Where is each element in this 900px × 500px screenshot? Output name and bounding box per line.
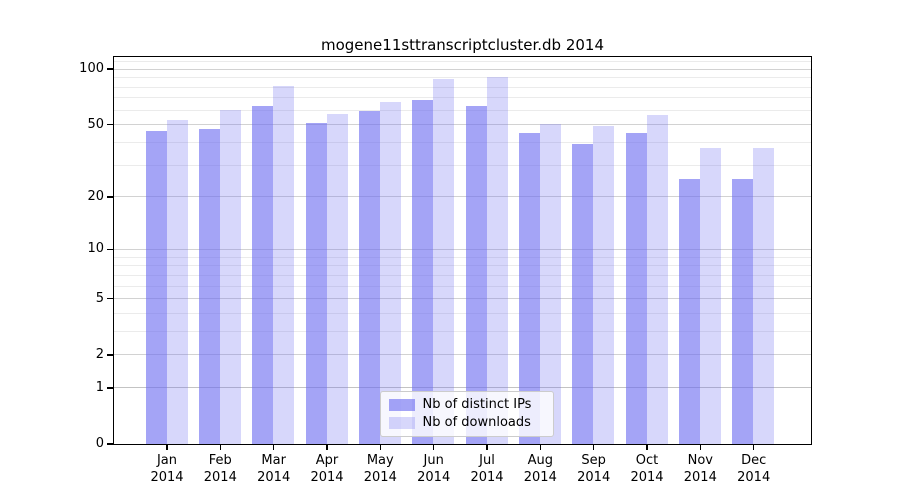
minor-gridline — [113, 141, 811, 143]
minor-gridline — [113, 312, 811, 314]
x-tick-label-apr: Apr 2014 — [310, 453, 344, 485]
bar-jun-downloads — [433, 79, 455, 444]
plot-area: Nb of distinct IPs Nb of downloads — [112, 55, 812, 445]
legend-label: Nb of downloads — [422, 415, 531, 430]
x-tick-mark — [539, 444, 542, 450]
major-gridline — [113, 248, 811, 250]
x-tick-mark — [699, 444, 702, 450]
legend-row: Nb of downloads — [388, 415, 545, 430]
x-tick-label-oct: Oct 2014 — [630, 453, 664, 485]
bar-sep-downloads — [593, 125, 615, 444]
y-tick-label: 20 — [87, 188, 104, 204]
y-tick-label: 50 — [87, 116, 104, 132]
major-gridline — [113, 124, 811, 126]
bar-oct-distinct-ips — [625, 132, 647, 444]
plot-canvas: Nb of distinct IPs Nb of downloads — [113, 57, 811, 444]
minor-gridline — [113, 256, 811, 258]
x-tick-mark — [486, 444, 488, 450]
legend-swatch-downloads — [388, 416, 415, 429]
x-tick-mark — [752, 444, 755, 450]
legend-label: Nb of distinct IPs — [422, 397, 532, 412]
minor-gridline — [113, 274, 811, 276]
bar-jul-distinct-ips — [465, 105, 487, 444]
bar-may-downloads — [379, 102, 401, 444]
legend-swatch-distinct-ips — [388, 398, 415, 411]
major-gridline — [113, 68, 811, 70]
major-gridline — [113, 196, 811, 198]
minor-gridline — [113, 77, 811, 79]
x-tick-mark — [272, 444, 275, 450]
minor-gridline — [113, 164, 811, 166]
minor-gridline — [113, 61, 811, 62]
bar-sep-distinct-ips — [572, 143, 594, 444]
y-tick-mark — [107, 354, 114, 356]
bar-nov-distinct-ips — [678, 178, 700, 444]
bar-jun-distinct-ips — [412, 99, 434, 444]
bar-jan-downloads — [166, 119, 188, 444]
x-tick-mark — [432, 444, 435, 450]
minor-gridline — [113, 97, 811, 99]
x-tick-label-sep: Sep 2014 — [577, 453, 611, 485]
x-tick-label-nov: Nov 2014 — [683, 453, 717, 485]
minor-gridline — [113, 265, 811, 267]
x-tick-mark — [646, 444, 648, 450]
y-tick-label: 100 — [79, 61, 104, 77]
bar-aug-distinct-ips — [518, 132, 540, 444]
x-tick-mark — [219, 444, 222, 450]
x-tick-mark — [592, 444, 595, 450]
minor-gridline — [113, 285, 811, 287]
x-tick-label-feb: Feb 2014 — [203, 453, 237, 485]
chart-title: mogene11sttranscriptcluster.db 2014 — [321, 36, 604, 54]
x-tick-mark — [379, 444, 382, 450]
x-tick-label-jul: Jul 2014 — [470, 453, 504, 485]
x-tick-mark — [326, 444, 328, 450]
major-gridline — [113, 298, 811, 299]
minor-gridline — [113, 86, 811, 88]
bar-jan-distinct-ips — [145, 130, 167, 444]
x-tick-mark — [166, 444, 168, 450]
bar-aug-downloads — [539, 124, 561, 444]
x-tick-label-dec: Dec 2014 — [737, 453, 771, 485]
bar-apr-distinct-ips — [305, 122, 327, 444]
bar-may-distinct-ips — [358, 111, 380, 444]
bar-nov-downloads — [699, 148, 721, 444]
bar-mar-downloads — [273, 85, 295, 444]
x-tick-label-aug: Aug 2014 — [523, 453, 557, 485]
y-tick-label: 5 — [95, 290, 104, 306]
minor-gridline — [113, 109, 811, 111]
bar-dec-distinct-ips — [732, 178, 754, 444]
major-gridline — [113, 387, 811, 389]
legend-row: Nb of distinct IPs — [388, 397, 545, 412]
bar-dec-downloads — [753, 148, 775, 444]
minor-gridline — [113, 330, 811, 332]
y-tick-label: 10 — [87, 241, 104, 257]
y-tick-label: 2 — [95, 346, 104, 362]
bar-apr-downloads — [326, 113, 348, 444]
bar-oct-downloads — [646, 115, 668, 444]
y-tick-mark — [107, 387, 114, 389]
bar-feb-distinct-ips — [198, 129, 220, 444]
bar-mar-distinct-ips — [252, 105, 274, 444]
x-tick-label-jun: Jun 2014 — [417, 453, 451, 485]
bar-feb-downloads — [219, 109, 241, 444]
major-gridline — [113, 354, 811, 356]
bar-jul-downloads — [486, 77, 508, 444]
y-tick-label: 1 — [95, 379, 104, 395]
y-tick-mark — [107, 248, 114, 250]
y-tick-mark — [107, 68, 114, 70]
y-tick-mark — [107, 297, 114, 300]
x-tick-label-may: May 2014 — [363, 453, 397, 485]
x-tick-label-jan: Jan 2014 — [150, 453, 184, 485]
y-tick-mark — [107, 443, 114, 445]
y-tick-label: 0 — [95, 436, 104, 451]
y-tick-mark — [107, 196, 114, 198]
legend: Nb of distinct IPs Nb of downloads — [379, 390, 554, 437]
x-tick-label-mar: Mar 2014 — [257, 453, 291, 485]
y-tick-mark — [107, 123, 114, 126]
